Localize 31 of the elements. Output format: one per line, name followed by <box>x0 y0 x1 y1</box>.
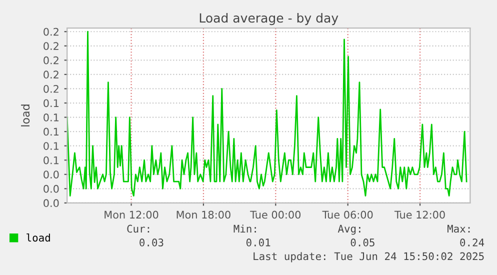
y-tick-label: 0.0 <box>44 184 59 193</box>
y-tick-label: 0.0 <box>44 199 59 208</box>
text: 0.01 <box>246 238 270 246</box>
chart-title: Load average - by day <box>200 12 338 26</box>
text: Max: <box>448 224 470 233</box>
legend-label: load <box>26 234 50 242</box>
x-tick-label: Tue 12:00 <box>394 210 445 219</box>
y-tick-label: 0.2 <box>44 56 58 64</box>
y-tick-label: 0.1 <box>44 128 58 136</box>
y-tick-label: 0.1 <box>44 114 58 122</box>
x-tick-label: Mon 18:00 <box>176 210 230 219</box>
x-tick-label: Tue 06:00 <box>322 210 373 219</box>
y-tick-label: 0.2 <box>44 84 58 93</box>
text: Cur: <box>127 224 150 233</box>
y-tick-label: 0.2 <box>44 28 58 36</box>
text: Min: <box>234 224 256 233</box>
y-tick-label: 0.2 <box>44 42 58 50</box>
text: 0.05 <box>350 238 374 246</box>
y-tick-label: 0.2 <box>44 70 58 79</box>
text: 0.24 <box>460 238 484 246</box>
y-axis-title: load <box>21 104 30 126</box>
x-tick-label: Mon 12:00 <box>104 210 158 219</box>
y-tick-label: 0.1 <box>44 156 58 164</box>
x-tick-label: Tue 00:00 <box>250 210 301 219</box>
text: 0.03 <box>140 238 164 246</box>
text: Avg: <box>338 224 360 235</box>
y-tick-label: 0.0 <box>44 170 59 178</box>
y-tick-label: 0.1 <box>44 142 58 150</box>
y-tick-label: 0.1 <box>44 99 58 108</box>
line-series <box>67 30 468 197</box>
text: Last update: Tue Jun 24 15:50:02 2025 <box>254 252 484 262</box>
